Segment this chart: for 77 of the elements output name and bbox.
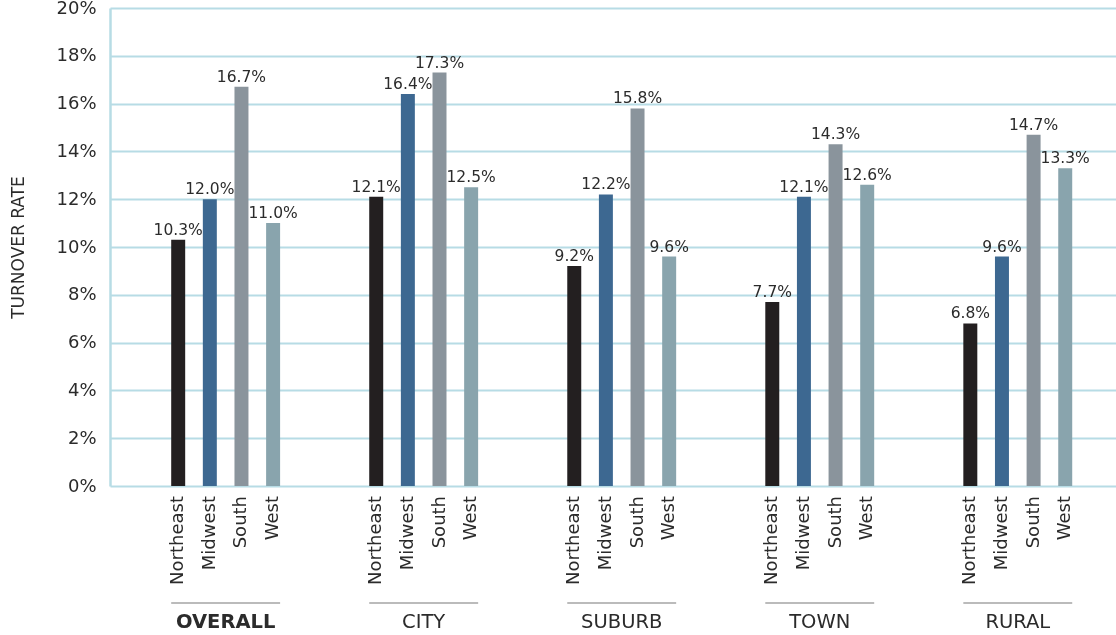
- bar: [202, 199, 217, 486]
- data-label: 16.7%: [216, 67, 267, 86]
- bar: [860, 184, 875, 486]
- data-label: 12.1%: [351, 177, 401, 196]
- data-label: 11.0%: [248, 204, 298, 223]
- bar: [630, 108, 645, 486]
- bar: [1026, 134, 1041, 486]
- y-tick-label: 8%: [67, 283, 97, 305]
- data-label: 7.7%: [752, 282, 792, 301]
- text: West: [261, 496, 283, 541]
- data-label: 14.7%: [1008, 115, 1059, 134]
- y-tick-label: 18%: [56, 44, 97, 66]
- text: Northeast: [958, 496, 980, 585]
- text: Northeast: [562, 496, 584, 585]
- data-label: 14.3%: [810, 125, 861, 144]
- x-tick-label: TOWN: [788, 610, 851, 633]
- data-label: 12.0%: [185, 180, 235, 199]
- bar: [828, 144, 843, 486]
- x-tick-label: SUBURB: [581, 610, 663, 633]
- y-tick-label: 20%: [56, 0, 97, 18]
- bar: [963, 323, 978, 486]
- text: Midwest: [593, 496, 615, 571]
- text: South: [427, 496, 449, 549]
- bar: [400, 94, 415, 486]
- y-tick-label: 10%: [56, 235, 97, 257]
- y-tick-label: 14%: [56, 139, 97, 161]
- text: West: [459, 496, 481, 541]
- text: West: [855, 496, 877, 541]
- data-label: 12.1%: [779, 177, 829, 196]
- text: South: [625, 496, 647, 549]
- bar: [234, 86, 249, 486]
- y-tick-label: 16%: [56, 92, 97, 114]
- text: Northeast: [364, 496, 386, 585]
- y-tick-label: 6%: [67, 331, 97, 353]
- data-label: 16.4%: [383, 75, 433, 94]
- x-tick-label: CITY: [402, 610, 446, 633]
- bar: [266, 223, 281, 486]
- data-label: 9.6%: [982, 237, 1022, 256]
- data-label: 6.8%: [950, 304, 991, 323]
- x-tick-label: OVERALL: [175, 610, 276, 633]
- text: Midwest: [197, 496, 219, 571]
- data-label: 13.3%: [1040, 149, 1090, 168]
- text: South: [823, 496, 845, 549]
- y-tick-label: 4%: [67, 378, 97, 400]
- bar: [994, 256, 1009, 486]
- data-label: 12.2%: [581, 175, 631, 194]
- data-label: 9.6%: [649, 237, 689, 256]
- x-tick-label: RURAL: [985, 610, 1051, 633]
- text: Midwest: [395, 496, 417, 571]
- bar: [796, 196, 811, 486]
- data-label: 9.2%: [554, 247, 594, 266]
- bar: [567, 266, 582, 486]
- text: Midwest: [791, 496, 813, 571]
- y-tick-label: 0%: [67, 474, 97, 496]
- bar: [369, 196, 384, 486]
- data-label: 12.6%: [842, 165, 892, 184]
- y-axis-title: TURNOVER RATE: [7, 176, 28, 320]
- data-label: 12.5%: [446, 168, 496, 187]
- bar: [662, 256, 677, 486]
- bar: [464, 187, 479, 486]
- bar: [765, 301, 780, 486]
- text: West: [657, 496, 679, 541]
- y-tick-label: 2%: [67, 426, 97, 448]
- data-label: 15.8%: [612, 89, 663, 108]
- text: Northeast: [760, 496, 782, 585]
- text: West: [1053, 496, 1075, 541]
- bar: [598, 194, 613, 486]
- text: South: [1021, 496, 1043, 549]
- data-label: 17.3%: [414, 53, 465, 72]
- text: Northeast: [166, 496, 188, 585]
- bar: [171, 239, 186, 486]
- bar: [432, 72, 447, 486]
- text: South: [229, 496, 251, 549]
- bar: [1058, 168, 1073, 486]
- text: Midwest: [989, 496, 1011, 571]
- data-label: 10.3%: [153, 220, 203, 239]
- y-tick-label: 12%: [56, 187, 97, 209]
